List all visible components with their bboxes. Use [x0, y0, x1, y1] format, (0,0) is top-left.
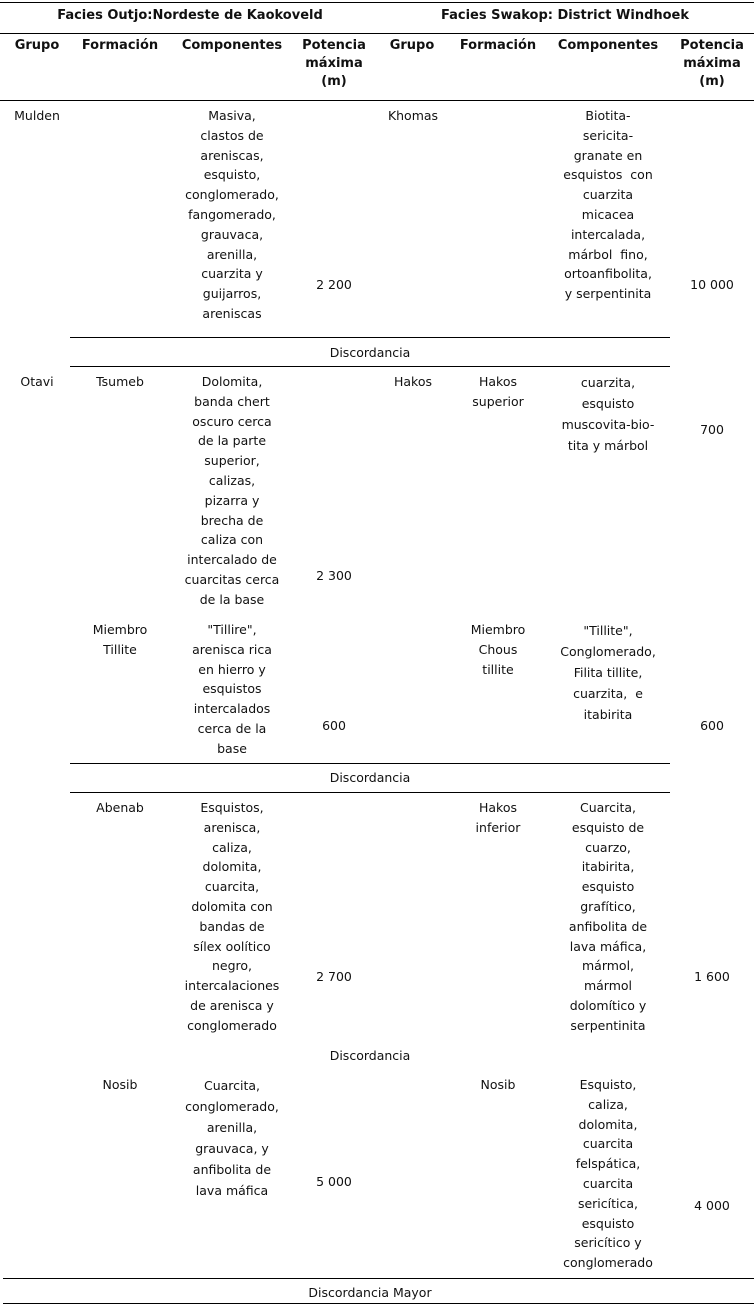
tillite-componentes: "Tillire", arenisca rica en hierro y esq…	[192, 622, 272, 756]
grupo-mulden: Mulden	[14, 108, 60, 123]
discordancia-1: Discordancia	[329, 345, 411, 360]
table-top-rule	[0, 2, 754, 3]
discordancia-2: Discordancia	[329, 770, 411, 785]
col-grupo-right: Grupo	[389, 38, 435, 53]
tsumeb-potencia: 2 300	[316, 568, 352, 583]
facies-outjo-heading: Facies Outjo:Nordeste de Kaokoveld	[57, 8, 323, 23]
col-potencia-right: Potencia máxima (m)	[680, 38, 744, 89]
discordancia-2-top-rule	[70, 763, 670, 764]
col-componentes-left: Componentes	[181, 38, 283, 53]
discordancia-3: Discordancia	[329, 1048, 411, 1063]
formacion-abenab: Abenab	[96, 800, 144, 815]
hakos-inferior-potencia: 1 600	[694, 969, 730, 984]
khomas-componentes: Biotita- sericita- granate en esquistos …	[563, 108, 653, 302]
nosib-left-potencia: 5 000	[316, 1174, 352, 1189]
header-rule	[0, 100, 754, 101]
col-potencia-left: Potencia máxima (m)	[302, 38, 366, 89]
nosib-right-componentes: Esquisto, caliza, dolomita, cuarcita fel…	[563, 1077, 653, 1271]
mulden-potencia: 2 200	[316, 277, 352, 292]
formacion-hakos-superior: Hakos superior	[472, 374, 524, 409]
chous-componentes: "Tillite", Conglomerado, Filita tillite,…	[560, 623, 656, 722]
grupo-hakos: Hakos	[393, 374, 433, 389]
khomas-potencia: 10 000	[690, 277, 734, 292]
tsumeb-componentes: Dolomita, banda chert oscuro cerca de la…	[184, 374, 280, 607]
formacion-miembro-chous: Miembro Chous tillite	[470, 622, 526, 677]
hakos-superior-potencia: 700	[700, 422, 724, 437]
hakos-superior-componentes: cuarzita, esquisto muscovita-bio- tita y…	[561, 375, 655, 453]
abenab-componentes: Esquistos, arenisca, caliza, dolomita, c…	[184, 800, 280, 1033]
formacion-hakos-inferior: Hakos inferior	[475, 800, 521, 835]
hakos-inferior-componentes: Cuarcita, esquisto de cuarzo, itabirita,…	[568, 800, 648, 1033]
col-componentes-right: Componentes	[557, 38, 659, 53]
formacion-nosib-left: Nosib	[102, 1077, 138, 1092]
abenab-potencia: 2 700	[316, 969, 352, 984]
nosib-left-componentes: Cuarcita, conglomerado, arenilla, grauva…	[185, 1078, 279, 1198]
formacion-nosib-right: Nosib	[480, 1077, 516, 1092]
discordancia-mayor: Discordancia Mayor	[308, 1285, 432, 1300]
nosib-right-potencia: 4 000	[694, 1198, 730, 1213]
facies-swakop-heading: Facies Swakop: District Windhoek	[440, 8, 690, 23]
mulden-componentes: Masiva, clastos de areniscas, esquisto, …	[185, 108, 279, 321]
grupo-khomas: Khomas	[387, 108, 439, 123]
discordancia-mayor-top-rule	[3, 1278, 754, 1279]
discordancia-2-bottom-rule	[70, 792, 670, 793]
formacion-tsumeb: Tsumeb	[96, 374, 144, 389]
discordancia-1-bottom-rule	[70, 366, 670, 367]
col-grupo-left: Grupo	[14, 38, 60, 53]
formacion-miembro-tillite: Miembro Tillite	[92, 622, 148, 657]
discordancia-1-top-rule	[70, 337, 670, 338]
grupo-otavi: Otavi	[20, 374, 54, 389]
col-formacion-left: Formación	[81, 38, 159, 53]
col-formacion-right: Formación	[459, 38, 537, 53]
tillite-potencia: 600	[322, 718, 346, 733]
discordancia-mayor-bottom-rule	[3, 1303, 754, 1304]
chous-potencia: 600	[700, 718, 724, 733]
facies-rule	[0, 33, 754, 34]
